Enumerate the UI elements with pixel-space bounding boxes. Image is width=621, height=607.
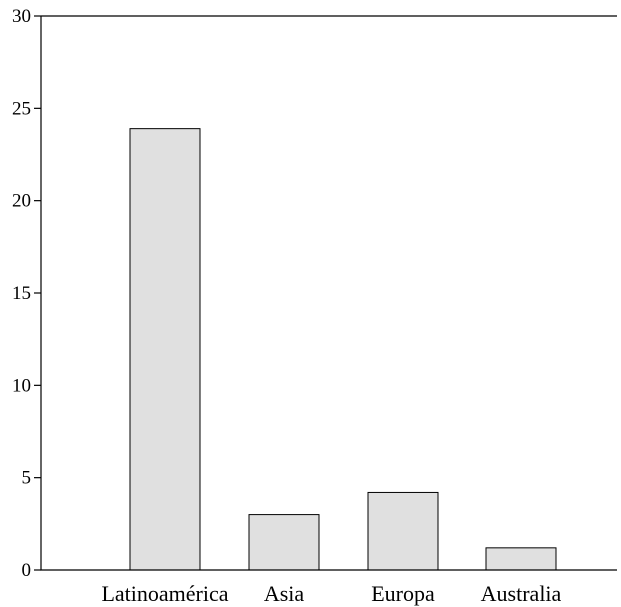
bars xyxy=(129,128,557,571)
y-tick-label: 30 xyxy=(12,6,31,27)
axis-frame xyxy=(40,15,617,571)
y-tick-label: 15 xyxy=(12,283,31,304)
x-category-label: Asia xyxy=(264,581,305,606)
x-category-label: Latinoamérica xyxy=(101,581,228,606)
bar-europa xyxy=(367,491,439,571)
x-category-label: Australia xyxy=(481,581,562,606)
y-tick-label: 10 xyxy=(12,375,31,396)
y-tick-label: 0 xyxy=(22,560,32,581)
bar-asia xyxy=(248,514,320,571)
y-tick-label: 20 xyxy=(12,191,31,212)
y-tick-label: 25 xyxy=(12,98,31,119)
x-axis-labels: Latinoamérica Asia Europa Australia xyxy=(101,581,561,606)
y-axis-ticks: 0 5 10 15 20 25 30 xyxy=(12,6,41,581)
x-category-label: Europa xyxy=(371,581,435,606)
bar-australia xyxy=(485,547,557,571)
bar-latinoamérica xyxy=(129,128,201,571)
y-tick-label: 5 xyxy=(22,468,32,489)
